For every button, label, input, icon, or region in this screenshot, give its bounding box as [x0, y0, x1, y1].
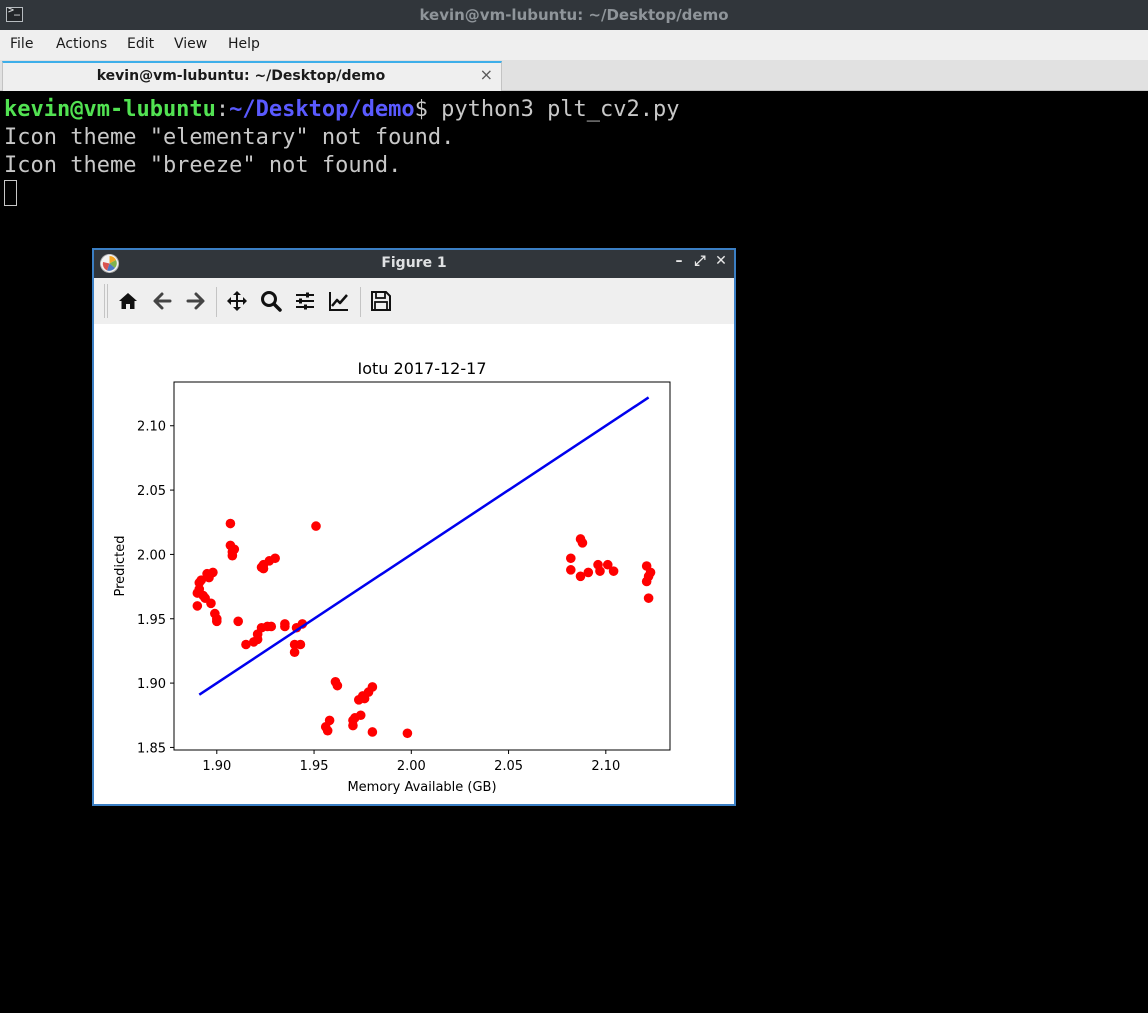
x-tick-label: 1.90 [202, 759, 231, 774]
subplots-config-icon[interactable] [293, 289, 317, 313]
close-icon[interactable]: ✕ [715, 253, 727, 269]
data-point [324, 715, 335, 726]
data-point [289, 647, 300, 658]
data-point [348, 720, 358, 731]
y-tick-label: 2.10 [137, 420, 166, 435]
tab-close-icon[interactable]: × [479, 65, 493, 84]
menu-view[interactable]: View [174, 36, 208, 52]
data-point [295, 639, 306, 650]
figure-window: Figure 1 – ⤢ ✕ [92, 248, 736, 806]
data-point [577, 538, 588, 548]
home-icon[interactable] [116, 289, 140, 313]
data-point [608, 566, 619, 576]
x-tick-label: 2.05 [494, 759, 523, 774]
edit-axis-icon[interactable] [327, 289, 351, 313]
x-axis-label: Memory Available (GB) [347, 780, 496, 795]
figure-titlebar: Figure 1 – ⤢ ✕ [94, 250, 734, 278]
save-icon[interactable] [369, 289, 393, 313]
prompt-command: python3 plt_cv2.py [427, 97, 680, 122]
scatter-chart: Iotu 2017-12-17 1.90 1.95 2.00 2.05 2.10 1.85… [113, 359, 671, 795]
terminal-tab[interactable]: kevin@vm-lubuntu: ~/Desktop/demo × [2, 61, 502, 91]
data-point [206, 598, 216, 609]
data-point [402, 728, 413, 739]
terminal-menubar: File Actions Edit View Help [0, 30, 1148, 60]
x-tick-label: 1.95 [300, 759, 329, 774]
y-tick-label: 1.90 [137, 677, 166, 692]
terminal-tabbar: kevin@vm-lubuntu: ~/Desktop/demo × [0, 60, 1148, 91]
data-point [211, 616, 222, 627]
chart-title: Iotu 2017-12-17 [358, 359, 487, 378]
prompt-user-host: kevin@vm-lubuntu [4, 97, 216, 122]
data-point [258, 563, 269, 574]
menu-actions[interactable]: Actions [56, 36, 108, 52]
figure-toolbar [94, 278, 734, 324]
menu-edit[interactable]: Edit [127, 36, 155, 52]
x-tick-label: 2.10 [591, 759, 620, 774]
prompt-symbol: $ [414, 97, 428, 122]
data-point [229, 544, 240, 555]
y-axis-label: Predicted [113, 535, 128, 596]
data-point [208, 567, 218, 578]
prompt-line: kevin@vm-lubuntu:~/Desktop/demo$ python3… [4, 96, 1148, 124]
output-line: Icon theme "breeze" not found. [4, 153, 402, 178]
data-point [566, 553, 576, 564]
terminal-tab-label: kevin@vm-lubuntu: ~/Desktop/demo [96, 68, 386, 84]
data-point [602, 559, 613, 570]
forward-arrow-icon[interactable] [184, 289, 208, 313]
output-line: Icon theme "elementary" not found. [4, 125, 455, 150]
menu-help[interactable]: Help [228, 36, 260, 52]
terminal-titlebar: kevin@vm-lubuntu: ~/Desktop/demo [0, 0, 1148, 30]
data-point [332, 680, 343, 691]
pan-icon[interactable] [225, 289, 249, 313]
text-cursor [4, 180, 17, 206]
data-point [311, 521, 321, 531]
x-tick-label: 2.00 [397, 759, 426, 774]
data-point [595, 566, 605, 576]
terminal-window-title: kevin@vm-lubuntu: ~/Desktop/demo [419, 6, 729, 24]
zoom-icon[interactable] [259, 289, 283, 313]
maximize-icon[interactable]: ⤢ [694, 253, 706, 269]
y-tick-label: 1.85 [137, 741, 166, 756]
figure-canvas[interactable]: Iotu 2017-12-17 1.90 1.95 2.00 2.05 2.10 1.85… [94, 324, 734, 804]
y-tick-label: 1.95 [137, 613, 166, 628]
data-point [367, 727, 378, 737]
data-point [192, 601, 203, 611]
data-point [367, 682, 378, 692]
cursor-line [4, 180, 1148, 208]
toolbar-separator [360, 287, 361, 317]
back-arrow-icon[interactable] [150, 289, 174, 313]
data-point [322, 725, 333, 736]
data-point [575, 571, 586, 582]
prompt-separator: : [215, 97, 230, 122]
data-point [566, 565, 576, 575]
menu-file[interactable]: File [10, 36, 34, 52]
data-point [280, 621, 290, 632]
figure-title: Figure 1 [381, 255, 447, 271]
data-point [225, 518, 236, 529]
data-point [643, 593, 654, 603]
y-tick-label: 2.05 [137, 484, 166, 499]
y-tick-label: 2.00 [137, 548, 166, 563]
toolbar-separator [216, 287, 217, 317]
minimize-icon[interactable]: – [675, 253, 683, 269]
data-point [233, 616, 243, 627]
data-point [241, 639, 251, 650]
data-point [645, 567, 656, 578]
fit-line [198, 396, 650, 696]
data-point [270, 553, 280, 564]
data-point [196, 575, 207, 585]
plot-frame [173, 381, 671, 751]
data-point [252, 634, 263, 645]
prompt-path: ~/Desktop/demo [229, 97, 415, 122]
matplotlib-logo-icon [100, 254, 119, 273]
data-point [355, 710, 366, 721]
data-point [583, 567, 594, 578]
terminal-app-icon [6, 5, 23, 22]
data-point [266, 621, 277, 632]
toolbar-grip[interactable] [104, 284, 108, 318]
